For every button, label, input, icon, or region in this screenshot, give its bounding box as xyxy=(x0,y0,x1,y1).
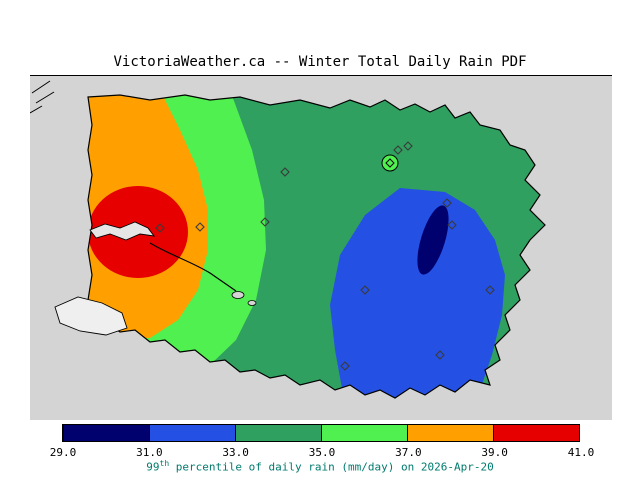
island-southwest xyxy=(54,296,128,336)
contour-region-29-31 xyxy=(417,205,449,275)
station-marker xyxy=(340,361,350,371)
colorbar-tick-label: 29.0 xyxy=(49,446,77,459)
colorbar-ticks: 29.0 31.0 33.0 35.0 37.0 39.0 41.0 xyxy=(0,446,640,459)
colorbar-segment-39.0-41.0 xyxy=(493,425,579,441)
colorbar xyxy=(62,424,580,442)
station-marker xyxy=(447,220,457,230)
stations-layer xyxy=(155,141,495,371)
station-marker xyxy=(155,223,165,233)
caption-rest: percentile of daily rain (mm/day) on 202… xyxy=(169,460,494,474)
chart-title: VictoriaWeather.ca -- Winter Total Daily… xyxy=(113,54,527,70)
lake-2 xyxy=(247,300,257,306)
colorbar-segment-29.0-31.0 xyxy=(63,425,149,441)
caption-base: 99 xyxy=(146,460,160,474)
caption-superscript: th xyxy=(159,459,170,468)
caption: 99th percentile of daily rain (mm/day) o… xyxy=(0,459,640,474)
station-marker xyxy=(280,167,290,177)
lake xyxy=(231,291,245,299)
gorge-waterway xyxy=(149,242,237,292)
highlighted-station xyxy=(381,154,399,172)
colorbar-tick-label: 35.0 xyxy=(308,446,336,459)
station-marker xyxy=(442,198,452,208)
colorbar-tick-label: 39.0 xyxy=(481,446,508,459)
highlighted-station-diamond xyxy=(385,158,395,168)
contour-overlays xyxy=(88,95,505,398)
harbour-inlet xyxy=(89,221,156,241)
station-marker xyxy=(360,285,370,295)
colorbar-segment-37.0-39.0 xyxy=(407,425,493,441)
domain-coastline-outline xyxy=(87,94,546,399)
colorbar-segment-31.0-33.0 xyxy=(149,425,235,441)
station-marker xyxy=(485,285,495,295)
colorbar-tick-label: 41.0 xyxy=(567,446,595,459)
colorbar-segment-33.0-35.0 xyxy=(235,425,321,441)
coastline-top-left xyxy=(30,80,55,114)
station-marker xyxy=(435,350,445,360)
station-marker xyxy=(195,222,205,232)
station-marker xyxy=(260,217,270,227)
rain-contour-map xyxy=(30,75,612,420)
colorbar-tick-label: 31.0 xyxy=(136,446,163,459)
colorbar-tick-label: 33.0 xyxy=(222,446,249,459)
highlighted-station-ring xyxy=(381,154,399,172)
colorbar-tick-label: 37.0 xyxy=(395,446,422,459)
station-marker xyxy=(393,145,403,155)
contour-region-31-33 xyxy=(330,188,505,398)
colorbar-segment-35.0-37.0 xyxy=(321,425,407,441)
station-marker xyxy=(403,141,413,151)
